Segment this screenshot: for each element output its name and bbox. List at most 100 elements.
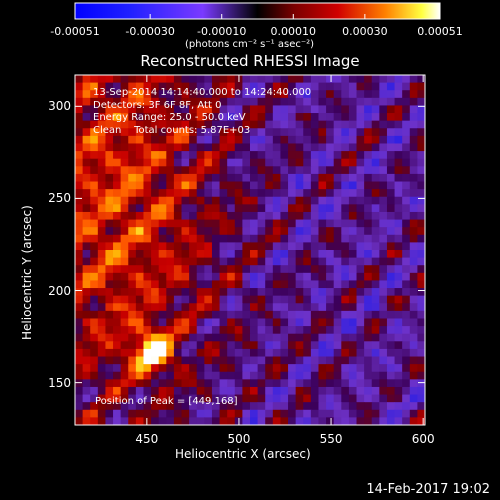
heatmap-cell	[371, 234, 380, 243]
heatmap-cell	[204, 394, 213, 403]
heatmap-cell	[288, 181, 297, 190]
heatmap-cell	[234, 151, 243, 160]
heatmap-cell	[288, 219, 297, 228]
heatmap-cell	[97, 181, 106, 190]
heatmap-cell	[173, 75, 183, 84]
heatmap-cell	[348, 402, 358, 411]
heatmap-cell	[379, 158, 388, 167]
heatmap-cell	[257, 158, 266, 167]
heatmap-cell	[288, 204, 297, 213]
heatmap-cell	[250, 227, 259, 236]
heatmap-cell	[227, 272, 236, 281]
heatmap-cell	[280, 143, 289, 152]
heatmap-cell	[234, 250, 243, 259]
heatmap-cell	[341, 181, 350, 190]
heatmap-cell	[341, 265, 350, 274]
heatmap-cell	[417, 75, 426, 84]
heatmap-cell	[105, 326, 114, 335]
x-tick-label: 550	[319, 432, 343, 446]
heatmap-cell	[204, 151, 213, 160]
heatmap-cell	[234, 143, 243, 152]
heatmap-cell	[409, 143, 418, 152]
info-detectors: Detectors: 3F 6F 8F, Att 0	[93, 99, 222, 111]
heatmap-cell	[333, 318, 342, 327]
heatmap-cell	[333, 364, 342, 373]
heatmap-cell	[173, 173, 183, 183]
heatmap-cell	[341, 272, 350, 281]
heatmap-cell	[173, 341, 183, 350]
heatmap-cell	[143, 341, 152, 350]
heatmap-cell	[97, 90, 106, 99]
heatmap-cell	[303, 219, 312, 228]
heatmap-cell	[219, 143, 228, 152]
heatmap-cell	[90, 295, 99, 304]
heatmap-cell	[250, 173, 259, 183]
heatmap-cell	[75, 166, 84, 175]
heatmap-cell	[120, 211, 129, 221]
heatmap-cell	[204, 219, 213, 228]
heatmap-cell	[151, 173, 160, 183]
heatmap-cell	[97, 310, 106, 319]
heatmap-cell	[166, 386, 175, 396]
heatmap-cell	[379, 402, 388, 411]
heatmap-cell	[135, 189, 144, 198]
heatmap-cell	[135, 158, 144, 167]
heatmap-cell	[379, 303, 388, 312]
heatmap-cell	[417, 135, 426, 144]
heatmap-cell	[288, 242, 297, 251]
heatmap-cell	[310, 204, 319, 213]
heatmap-cell	[356, 402, 365, 411]
heatmap-cell	[257, 303, 266, 312]
heatmap-cell	[379, 204, 388, 213]
heatmap-cell	[189, 409, 198, 418]
colorbar-tick-label: 0.00030	[342, 25, 388, 38]
heatmap-cell	[272, 189, 281, 198]
heatmap-cell	[394, 371, 403, 380]
heatmap-cell	[257, 75, 266, 84]
heatmap-cell	[402, 143, 411, 152]
heatmap-cell	[318, 371, 327, 380]
heatmap-cell	[143, 348, 152, 358]
heatmap-cell	[341, 97, 350, 106]
heatmap-cell	[257, 409, 266, 418]
heatmap-cell	[181, 348, 190, 358]
heatmap-cell	[348, 113, 358, 122]
heatmap-cell	[135, 234, 144, 243]
heatmap-cell	[113, 409, 122, 418]
heatmap-cell	[181, 409, 190, 418]
heatmap-cell	[394, 326, 403, 335]
heatmap-cell	[265, 402, 274, 411]
heatmap-cell	[211, 295, 221, 304]
heatmap-cell	[295, 257, 304, 266]
heatmap-cell	[280, 151, 289, 160]
heatmap-cell	[151, 227, 160, 236]
heatmap-cell	[211, 128, 221, 137]
heatmap-cell	[295, 326, 304, 335]
heatmap-cell	[242, 295, 251, 304]
heatmap-cell	[288, 272, 297, 281]
heatmap-cell	[257, 379, 266, 388]
heatmap-cell	[402, 364, 411, 373]
heatmap-cell	[295, 128, 304, 137]
heatmap-cell	[379, 113, 388, 122]
heatmap-cell	[371, 181, 380, 190]
heatmap-cell	[181, 257, 190, 266]
heatmap-cell	[386, 348, 396, 358]
heatmap-cell	[128, 280, 137, 289]
heatmap-cell	[386, 394, 396, 403]
heatmap-cell	[219, 196, 228, 205]
heatmap-cell	[196, 158, 205, 167]
heatmap-cell	[341, 204, 350, 213]
heatmap-cell	[280, 227, 289, 236]
heatmap-cell	[371, 348, 380, 358]
heatmap-cell	[280, 219, 289, 228]
heatmap-cell	[120, 318, 129, 327]
heatmap-cell	[204, 288, 213, 297]
heatmap-cell	[219, 348, 228, 358]
plot-frame	[74, 74, 426, 426]
heatmap-cell	[265, 211, 274, 221]
heatmap-cell	[356, 257, 365, 266]
heatmap-cell	[265, 189, 274, 198]
heatmap-cell	[242, 97, 251, 106]
heatmap-cell	[173, 120, 183, 129]
